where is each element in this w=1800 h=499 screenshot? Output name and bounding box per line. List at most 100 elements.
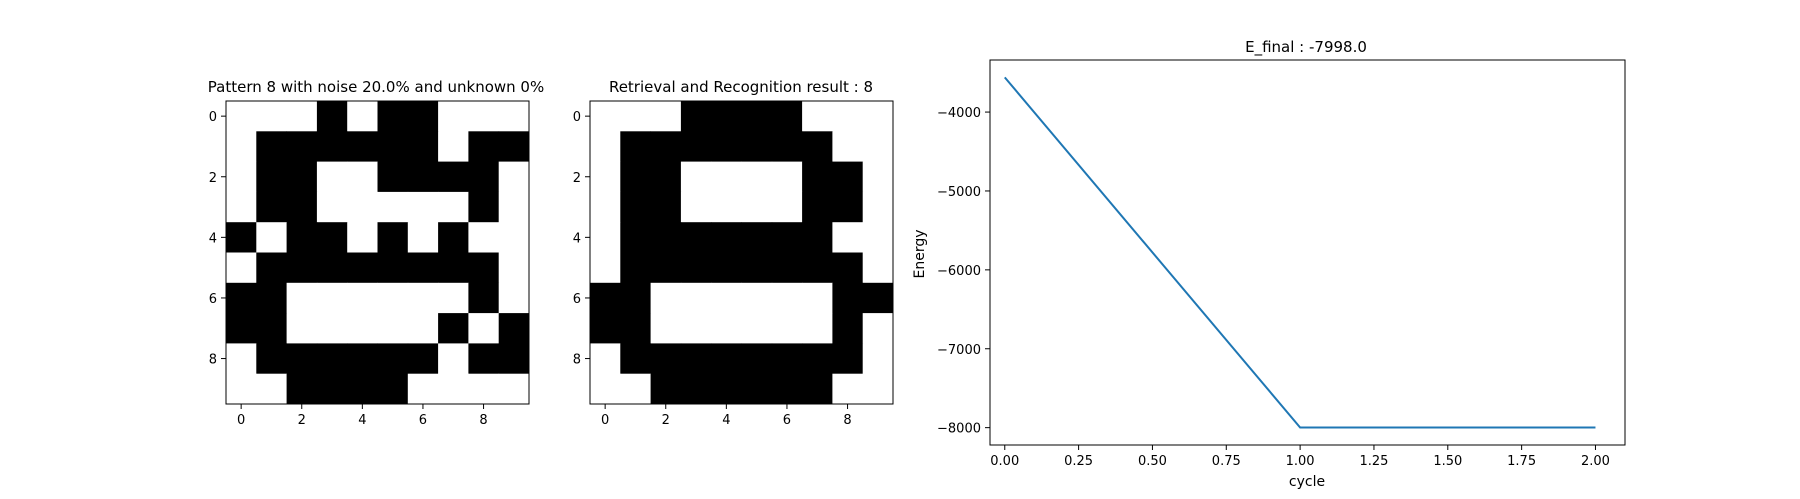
retrieval-result-cell <box>620 252 651 284</box>
retrieval-result-cell <box>741 343 773 375</box>
retrieval-result-cell <box>680 343 712 375</box>
retrieval-result-cell <box>650 101 682 132</box>
energy-y-tick-label: −4000 <box>937 106 981 121</box>
noisy-pattern-heatmap <box>226 101 530 405</box>
noisy-pattern-cell <box>286 343 318 375</box>
retrieval-result-cell <box>680 161 712 193</box>
noisy-pattern-cell <box>256 252 287 284</box>
retrieval-result-cell <box>771 191 803 223</box>
retrieval-result-cell <box>802 313 833 344</box>
noisy-pattern-cell <box>498 131 530 162</box>
retrieval-result-cell <box>711 101 742 132</box>
noisy-pattern-cell <box>438 191 469 223</box>
noisy-pattern-cell <box>468 161 500 193</box>
energy-x-tick-label: 1.50 <box>1433 454 1462 469</box>
retrieval-result-cell <box>680 282 712 314</box>
noisy-pattern-cell <box>498 191 530 223</box>
retrieval-result-cell <box>650 131 682 162</box>
retrieval-result-cell <box>590 161 621 193</box>
noisy-pattern-cell <box>498 282 530 314</box>
noisy-pattern-cell <box>286 131 318 162</box>
noisy-pattern-cell <box>316 101 348 132</box>
noisy-pattern-cell <box>498 373 530 405</box>
retrieval-result-x-tick-label: 8 <box>843 413 851 428</box>
energy-x-tick-label: 1.25 <box>1359 454 1388 469</box>
retrieval-result-cell <box>680 373 712 405</box>
noisy-pattern-cell <box>498 222 530 253</box>
retrieval-result-cell <box>650 282 682 314</box>
noisy-pattern-cell <box>347 282 378 314</box>
retrieval-result-cell <box>711 313 742 344</box>
retrieval-result-cell <box>711 161 742 193</box>
retrieval-result-cell <box>741 161 773 193</box>
noisy-pattern-cell <box>468 191 500 223</box>
retrieval-result-cell <box>680 313 712 344</box>
noisy-pattern-cell <box>256 191 287 223</box>
retrieval-result-cell <box>802 222 833 253</box>
noisy-pattern-cell <box>438 343 469 375</box>
noisy-pattern-cell <box>256 373 287 405</box>
retrieval-result-cell <box>862 313 894 344</box>
retrieval-result-cell <box>771 343 803 375</box>
retrieval-result-cell <box>590 101 621 132</box>
noisy-pattern-cell <box>256 313 287 344</box>
retrieval-result-y-tick-label: 8 <box>573 353 581 368</box>
retrieval-result-cell <box>711 131 742 162</box>
retrieval-result-cell <box>741 222 773 253</box>
noisy-pattern-cell <box>468 343 500 375</box>
noisy-pattern-cell <box>407 343 439 375</box>
retrieval-result-cell <box>711 343 742 375</box>
noisy-pattern-cell <box>256 131 287 162</box>
noisy-pattern-cell <box>438 161 469 193</box>
noisy-pattern-cell <box>347 101 378 132</box>
retrieval-result-cell <box>590 373 621 405</box>
retrieval-result-cell <box>650 161 682 193</box>
noisy-pattern-cell <box>407 222 439 253</box>
noisy-pattern-cell <box>498 343 530 375</box>
noisy-pattern-cell <box>316 373 348 405</box>
retrieval-result-y-tick-label: 4 <box>573 231 581 246</box>
noisy-pattern-cell <box>316 191 348 223</box>
retrieval-result-cell <box>590 222 621 253</box>
noisy-pattern-cell <box>286 191 318 223</box>
retrieval-result-frame <box>589 100 894 405</box>
noisy-pattern-cell <box>286 252 318 284</box>
noisy-pattern-cell <box>316 161 348 193</box>
retrieval-result-cell <box>590 191 621 223</box>
noisy-pattern-cell <box>286 282 318 314</box>
retrieval-result-cell <box>680 101 712 132</box>
noisy-pattern-x-tick-label: 8 <box>479 413 487 428</box>
energy-x-tick-label: 0.50 <box>1138 454 1167 469</box>
retrieval-result-cell <box>650 191 682 223</box>
noisy-pattern-cell <box>377 343 409 375</box>
noisy-pattern-cell <box>407 313 439 344</box>
retrieval-result-cell <box>802 252 833 284</box>
noisy-pattern-cell <box>498 101 530 132</box>
retrieval-result-cell <box>711 252 742 284</box>
energy-y-tick-label: −5000 <box>937 185 981 200</box>
energy-y-tick-label: −6000 <box>937 264 981 279</box>
retrieval-result-cell <box>711 282 742 314</box>
noisy-pattern-panel: Pattern 8 with noise 20.0% and unknown 0… <box>208 78 544 428</box>
retrieval-result-cell <box>650 252 682 284</box>
noisy-pattern-cell <box>407 161 439 193</box>
retrieval-result-cell <box>862 161 894 193</box>
noisy-pattern-cell <box>498 252 530 284</box>
retrieval-result-cell <box>741 252 773 284</box>
energy-x-axis-label: cycle <box>1289 474 1325 490</box>
retrieval-result-cell <box>590 252 621 284</box>
retrieval-result-cell <box>620 191 651 223</box>
retrieval-result-cell <box>802 161 833 193</box>
retrieval-result-cell <box>741 282 773 314</box>
noisy-pattern-cell <box>377 101 409 132</box>
retrieval-result-cell <box>862 252 894 284</box>
noisy-pattern-cell <box>347 313 378 344</box>
retrieval-result-cell <box>832 101 864 132</box>
retrieval-result-axes: 0 2 4 6 8 0 2 4 6 8 <box>573 110 852 428</box>
noisy-pattern-cell <box>226 222 257 253</box>
retrieval-result-cell <box>862 343 894 375</box>
noisy-pattern-cell <box>226 131 257 162</box>
noisy-pattern-cell <box>347 161 378 193</box>
retrieval-result-cell <box>832 222 864 253</box>
retrieval-result-cell <box>680 191 712 223</box>
